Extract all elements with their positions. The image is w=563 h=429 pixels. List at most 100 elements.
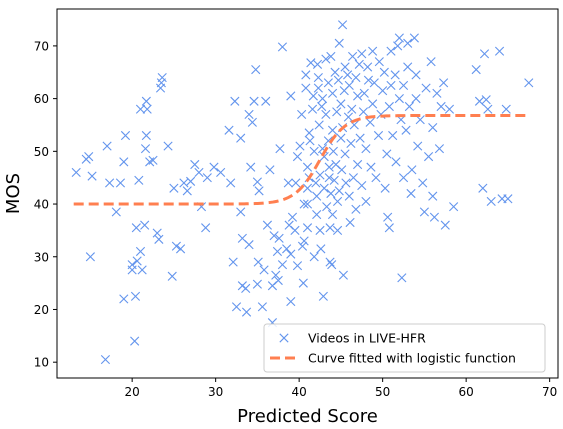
data-point <box>111 207 121 217</box>
data-point <box>131 223 141 233</box>
data-point <box>474 96 485 106</box>
data-point <box>313 83 323 93</box>
data-point <box>486 196 496 206</box>
data-point <box>275 144 285 154</box>
data-point <box>330 67 340 77</box>
data-point <box>259 265 269 275</box>
data-point <box>297 241 308 251</box>
data-point <box>302 199 313 209</box>
data-point <box>411 70 421 80</box>
data-point <box>436 101 446 112</box>
data-point <box>325 257 335 267</box>
data-point <box>348 51 358 62</box>
data-point <box>407 165 417 175</box>
data-point <box>201 223 211 233</box>
legend-label-fit: Curve fitted with logistic function <box>308 351 516 366</box>
data-point <box>135 104 146 114</box>
data-point <box>224 125 234 135</box>
data-point <box>340 62 350 72</box>
data-point <box>249 96 259 106</box>
data-point <box>398 173 409 183</box>
data-point <box>524 78 534 88</box>
data-point <box>283 178 293 188</box>
data-point <box>286 296 296 307</box>
data-point <box>309 146 319 156</box>
legend-scatter-marker <box>279 333 289 343</box>
data-point <box>140 220 150 230</box>
data-point <box>261 96 271 106</box>
data-point <box>394 33 404 43</box>
data-point <box>332 107 342 117</box>
data-point <box>132 256 142 266</box>
data-point <box>130 291 141 301</box>
y-tick-label: 30 <box>34 250 49 264</box>
data-point <box>105 178 115 188</box>
data-point <box>302 223 313 233</box>
x-axis-ticks: 20 30 40 50 60 70 <box>125 378 557 399</box>
data-point <box>403 38 413 48</box>
data-point <box>341 178 351 188</box>
data-point <box>393 41 403 51</box>
data-point <box>301 83 311 93</box>
legend-label-scatter: Videos in LIVE-HFR <box>308 331 426 346</box>
data-point <box>353 159 363 170</box>
data-point <box>313 72 323 83</box>
data-point <box>319 183 329 193</box>
data-point <box>127 265 137 275</box>
y-axis-ticks: 10 20 30 40 50 60 70 <box>34 39 57 370</box>
data-point <box>265 165 275 175</box>
data-point <box>119 294 129 304</box>
data-point <box>338 270 348 280</box>
data-point <box>378 86 388 96</box>
data-point <box>145 157 155 167</box>
data-point <box>351 72 361 83</box>
y-tick-label: 60 <box>34 92 49 106</box>
x-tick-label: 50 <box>375 385 390 399</box>
data-point <box>302 183 313 193</box>
data-point <box>344 191 354 201</box>
data-point <box>141 130 151 141</box>
data-point <box>384 223 394 233</box>
data-point <box>228 257 238 267</box>
data-point <box>328 146 338 156</box>
data-point <box>357 49 367 59</box>
data-point <box>277 260 288 270</box>
data-point <box>363 62 373 72</box>
data-point <box>374 57 384 67</box>
data-point <box>141 96 151 106</box>
data-point <box>257 302 267 312</box>
data-point <box>286 249 296 259</box>
data-point <box>321 109 331 120</box>
data-point <box>369 78 379 88</box>
data-point <box>282 244 292 254</box>
data-point <box>311 178 321 188</box>
data-point <box>334 38 344 48</box>
data-point <box>347 104 357 114</box>
data-point <box>501 104 511 114</box>
data-point <box>340 149 350 159</box>
data-point <box>85 252 95 262</box>
data-point <box>216 167 226 178</box>
data-point <box>383 212 393 222</box>
data-point <box>409 33 419 43</box>
data-point <box>337 20 348 30</box>
data-point <box>354 59 364 69</box>
data-point <box>327 125 338 135</box>
data-point <box>324 173 334 183</box>
data-point <box>309 252 319 262</box>
data-point <box>194 167 204 178</box>
data-point <box>317 101 327 112</box>
data-point <box>71 167 81 178</box>
data-point <box>449 202 459 212</box>
data-point <box>336 133 346 143</box>
data-point <box>292 152 303 162</box>
data-point <box>358 107 369 117</box>
data-point <box>326 51 336 62</box>
data-point <box>324 162 334 172</box>
data-point <box>371 173 381 183</box>
data-point <box>440 220 450 230</box>
data-point <box>308 91 318 101</box>
data-point <box>171 241 181 251</box>
data-point <box>295 141 305 151</box>
data-point <box>421 83 431 93</box>
